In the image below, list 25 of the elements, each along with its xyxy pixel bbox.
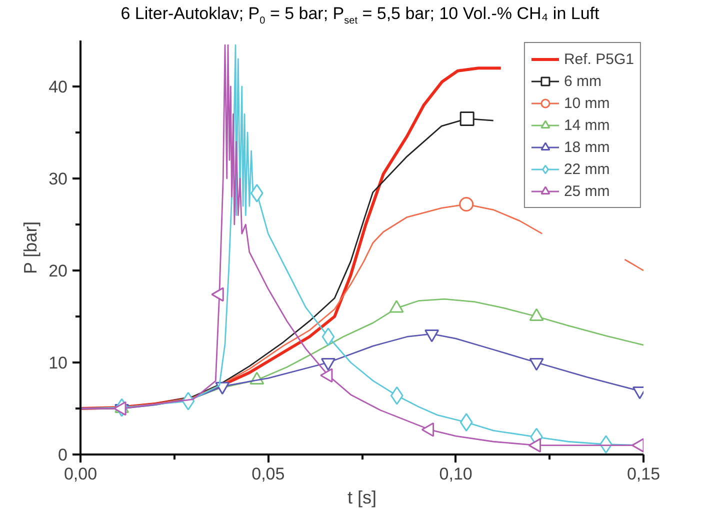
chart-title: 6 Liter-Autoklav; P$_{0}$ = 5 bar; P$_{set}$ = 5,5 bar; 10 Vol.-% CH₄ in Luft — [120, 3, 600, 28]
legend-label: 10 mm — [564, 94, 610, 112]
point — [322, 327, 335, 346]
legend-label: 22 mm — [564, 160, 610, 178]
x-tick-label: 0,00 — [64, 464, 98, 484]
legend-label: 6 mm — [564, 72, 602, 90]
x-tick-label: 0,15 — [626, 464, 660, 484]
legend-label: 18 mm — [564, 138, 610, 156]
point — [460, 111, 474, 126]
y-tick-label: 30 — [48, 170, 68, 188]
legend-label: 25 mm — [564, 182, 610, 200]
y-axis-title: P [bar] — [20, 221, 41, 274]
y-tick-label: 20 — [48, 262, 68, 280]
x-tick-label: 0,10 — [439, 464, 472, 484]
point — [390, 386, 404, 405]
point — [459, 197, 474, 212]
y-tick-label: 0 — [58, 446, 68, 464]
legend-label: Ref. P5G1 — [564, 50, 634, 68]
y-tick-label: 40 — [48, 78, 68, 96]
x-tick-label: 0,05 — [252, 464, 285, 484]
y-tick-label: 10 — [48, 354, 68, 372]
point — [460, 413, 473, 432]
point — [250, 184, 264, 202]
legend-label: 14 mm — [564, 116, 610, 134]
x-axis-title: t [s] — [348, 488, 377, 508]
